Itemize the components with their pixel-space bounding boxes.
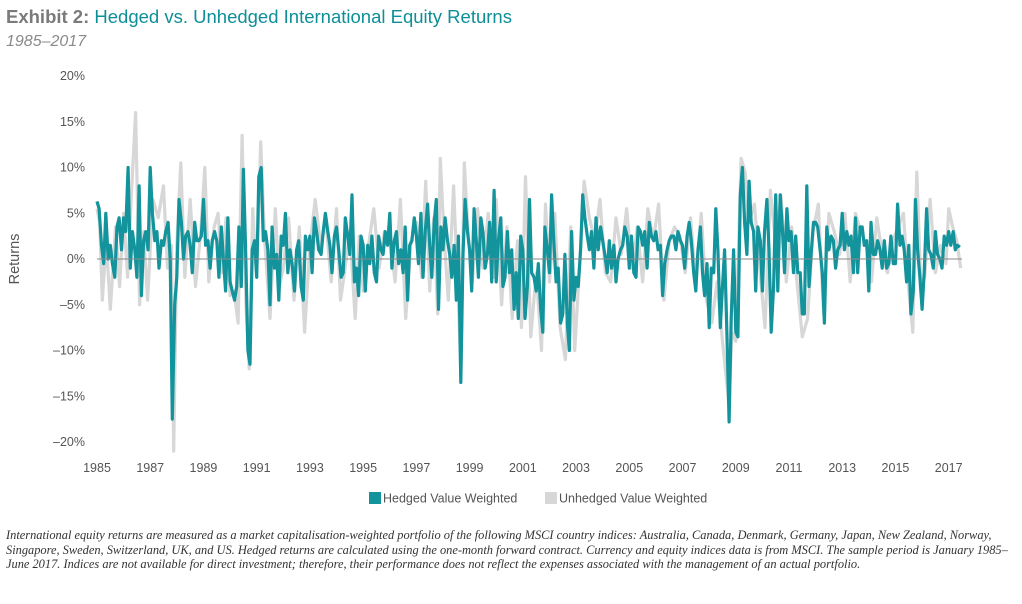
x-tick-label: 2005 <box>615 461 643 475</box>
x-tick-label: 1999 <box>456 461 484 475</box>
x-tick-label: 1997 <box>402 461 430 475</box>
returns-chart: 20% 15% 10% 5% 0% –5% –10% –15% –20% 1985 1987 1989… <box>7 69 963 506</box>
title-text: Hedged vs. Unhedged International Equity… <box>94 6 512 27</box>
unhedged-legend-label: Unhedged Value Weighted <box>559 492 707 506</box>
x-tick-label: 2015 <box>882 461 910 475</box>
x-tick-label: 2007 <box>669 461 697 475</box>
x-tick-label: 2003 <box>562 461 590 475</box>
x-tick-label: 1995 <box>349 461 377 475</box>
y-tick-label: 5% <box>67 206 85 220</box>
exhibit-label: Exhibit 2: <box>6 6 90 27</box>
x-tick-label: 2009 <box>722 461 750 475</box>
hedged-legend-label: Hedged Value Weighted <box>383 492 517 506</box>
y-tick-label: –5% <box>60 298 85 312</box>
y-tick-label: 10% <box>60 161 85 175</box>
x-tick-label: 1985 <box>83 461 111 475</box>
x-tick-label: 2011 <box>776 461 803 475</box>
hedged-legend-swatch <box>369 492 381 504</box>
hedged-series-line <box>95 165 961 424</box>
unhedged-legend-swatch <box>545 492 557 504</box>
x-tick-label: 2017 <box>935 461 963 475</box>
y-tick-label: 20% <box>60 69 85 83</box>
x-tick-label: 1993 <box>296 461 324 475</box>
y-tick-label: –20% <box>53 435 85 449</box>
y-tick-label: 0% <box>67 252 85 266</box>
y-axis-label: Returns <box>7 234 23 285</box>
y-tick-label: 15% <box>60 115 85 129</box>
x-tick-label: 1987 <box>136 461 164 475</box>
x-tick-label: 1989 <box>190 461 218 475</box>
x-tick-label: 2001 <box>509 461 537 475</box>
chart-subtitle: 1985–2017 <box>6 33 87 50</box>
footnote: International equity returns are measure… <box>6 528 1008 572</box>
y-tick-label: –15% <box>53 389 85 403</box>
chart-title: Exhibit 2: Hedged vs. Unhedged Internati… <box>6 6 512 28</box>
x-tick-label: 2013 <box>828 461 856 475</box>
x-tick-label: 1991 <box>243 461 271 475</box>
y-tick-label: –10% <box>53 344 85 358</box>
